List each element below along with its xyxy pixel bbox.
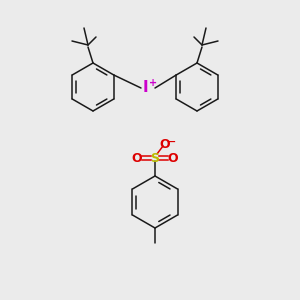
Text: S: S bbox=[151, 152, 160, 164]
Text: O: O bbox=[168, 152, 178, 164]
Text: O: O bbox=[160, 137, 170, 151]
Text: +: + bbox=[149, 78, 157, 88]
Text: O: O bbox=[132, 152, 142, 164]
Text: I: I bbox=[142, 80, 148, 95]
Text: −: − bbox=[167, 137, 177, 147]
